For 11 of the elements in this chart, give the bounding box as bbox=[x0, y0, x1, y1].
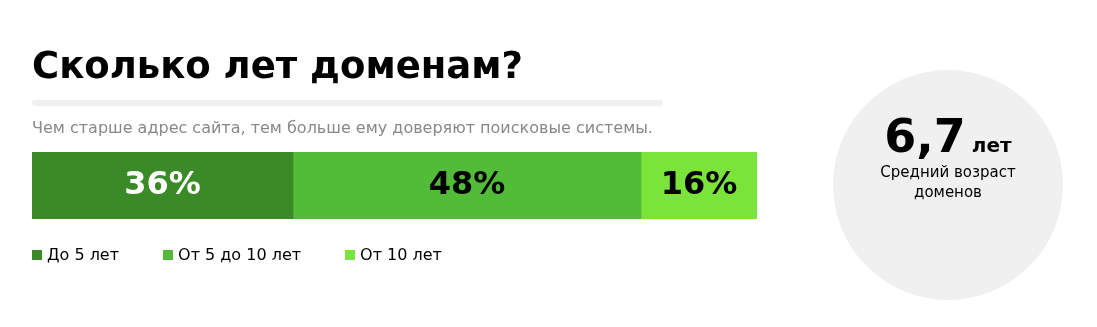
legend-label: До 5 лет bbox=[47, 245, 120, 264]
text: Средний возраст доменов bbox=[879, 162, 1017, 202]
chart-title: Сколько лет доменам? bbox=[32, 43, 524, 89]
data-label: 16% bbox=[660, 163, 738, 202]
legend-label: От 10 лет bbox=[360, 245, 442, 264]
text: 6,7 bbox=[884, 109, 966, 163]
legend-label: От 5 до 10 лет bbox=[178, 245, 302, 264]
text: лет bbox=[971, 133, 1012, 157]
chart-subtitle: Чем старше адрес сайта, тем больше ему доверяют поисковые системы. bbox=[32, 118, 654, 138]
data-label: 36% bbox=[124, 163, 201, 202]
data-label: 48% bbox=[428, 163, 506, 202]
